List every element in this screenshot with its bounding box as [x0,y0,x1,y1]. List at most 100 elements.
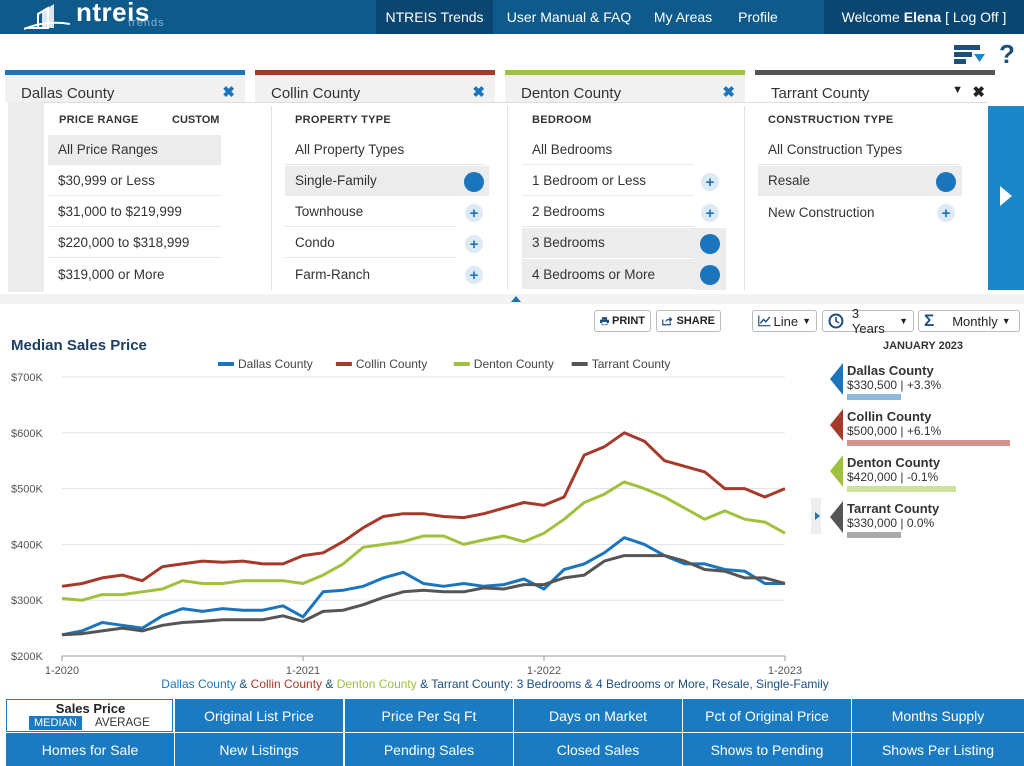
add-plus-icon[interactable]: + [465,204,483,222]
filter-settings-button[interactable] [950,40,988,68]
tab-label: Tarrant County [771,85,870,102]
bedroom-option[interactable]: 1 Bedroom or Less [522,166,694,196]
price-option[interactable]: $30,999 or Less [48,166,221,196]
selected-dot-icon[interactable] [700,265,720,285]
series-marker-icon [830,409,843,441]
selected-dot-icon[interactable] [700,234,720,254]
interval-select[interactable]: Σ Monthly ▼ [918,310,1020,332]
legend-label: Denton County [474,357,554,371]
summary-county-name: Denton County [847,455,941,470]
legend-label: Collin County [356,357,427,371]
caption-part: Denton County [336,677,417,691]
tab-label: Denton County [521,85,622,102]
metric-sales-price[interactable]: Sales Price MEDIAN AVERAGE [6,699,173,732]
print-button[interactable]: PRINT [594,310,651,332]
column-divider [507,106,508,290]
metric-homes-for-sale[interactable]: Homes for Sale [6,733,175,766]
summary-value: $500,000 | +6.1% [847,424,942,438]
legend-label: Tarrant County [592,357,671,371]
average-toggle[interactable]: AVERAGE [95,717,150,729]
property-option[interactable]: All Property Types [285,135,485,165]
summary-item-dallas-county[interactable]: Dallas County $330,500 | +3.3% [830,363,1020,403]
add-plus-icon[interactable]: + [701,173,719,191]
metric-new-listings[interactable]: New Listings [175,733,344,766]
period-select[interactable]: 3 Years ▼ [822,306,914,336]
construction-option[interactable]: Resale [758,166,930,196]
chevron-right-icon [1000,186,1012,206]
property-type-title: PROPERTY TYPE [295,114,391,126]
selected-dot-icon[interactable] [464,172,484,192]
logout-link[interactable]: [ Log Off ] [945,9,1007,25]
share-button[interactable]: SHARE [656,310,721,332]
property-option[interactable]: Condo [285,228,457,258]
nav-user-manual[interactable]: User Manual & FAQ [506,9,632,25]
add-plus-icon[interactable]: + [937,204,955,222]
tab-label: Dallas County [21,85,115,102]
share-icon [662,316,673,326]
price-range-title: PRICE RANGE [59,114,139,126]
sigma-icon: Σ [924,311,935,330]
custom-price-link[interactable]: CUSTOM [172,114,220,126]
summary-item-tarrant-county[interactable]: Tarrant County $330,000 | 0.0% [830,501,1020,541]
property-option[interactable]: Townhouse [285,197,457,227]
metric-price-per-sq-ft[interactable]: Price Per Sq Ft [345,699,514,732]
line-chart-icon [758,315,771,327]
summary-item-collin-county[interactable]: Collin County $500,000 | +6.1% [830,409,1020,449]
caption-part: Collin County [250,677,323,691]
price-option[interactable]: $220,000 to $318,999 [48,228,221,258]
help-icon: ? [999,38,1015,69]
price-range-column: PRICE RANGE CUSTOM All Price Ranges $30,… [48,102,270,292]
help-button[interactable]: ? [992,38,1022,69]
nav-profile[interactable]: Profile [738,9,778,25]
x-tick-label: 1-2021 [286,665,320,677]
tab-tarrant-county[interactable]: Tarrant County ▼ ✖ [755,70,995,102]
price-option[interactable]: All Price Ranges [48,135,221,165]
construction-option[interactable]: All Construction Types [758,135,958,165]
summary-item-denton-county[interactable]: Denton County $420,000 | -0.1% [830,455,1020,495]
metric-pending-sales[interactable]: Pending Sales [345,733,514,766]
add-plus-icon[interactable]: + [465,235,483,253]
metric-shows-per-listing[interactable]: Shows Per Listing [852,733,1024,766]
construction-option[interactable]: New Construction [768,204,875,220]
summary-bar [847,440,1010,446]
nav-ntreis-trends[interactable]: NTREIS Trends [376,0,493,34]
add-plus-icon[interactable]: + [465,266,483,284]
metric-original-list-price[interactable]: Original List Price [175,699,344,732]
selected-dot-icon[interactable] [936,172,956,192]
metric-shows-to-pending[interactable]: Shows to Pending [683,733,852,766]
y-tick-label: $200K [11,651,43,663]
y-tick-label: $400K [11,539,43,551]
chart-title: Median Sales Price [11,337,147,354]
property-option[interactable]: Farm-Ranch [295,266,371,282]
close-icon[interactable]: ✖ [222,84,235,101]
filter-settings-icon [954,45,985,64]
dropdown-arrow-icon[interactable]: ▼ [952,84,963,96]
close-icon[interactable]: ✖ [972,84,985,101]
close-icon[interactable]: ✖ [472,84,485,101]
ntreis-logo[interactable]: ntreis trends [24,0,174,34]
interval-value: Monthly [952,313,998,329]
tab-dallas-county[interactable]: Dallas County ✖ [5,70,245,102]
bedroom-option[interactable]: All Bedrooms [522,135,694,165]
series-line-collin-county [61,431,786,588]
chart-type-select[interactable]: Line ▼ [752,310,817,332]
nav-my-areas[interactable]: My Areas [653,9,713,25]
median-toggle[interactable]: MEDIAN [29,716,82,730]
price-option[interactable]: $31,000 to $219,999 [48,197,221,227]
metric-days-on-market[interactable]: Days on Market [514,699,683,732]
close-icon[interactable]: ✖ [722,84,735,101]
x-tick-label: 1-2020 [45,665,79,677]
metric-pct-of-original-price[interactable]: Pct of Original Price [683,699,852,732]
x-tick-label: 1-2023 [768,665,802,677]
add-plus-icon[interactable]: + [701,204,719,222]
bedroom-option[interactable]: 2 Bedrooms [522,197,694,227]
price-option[interactable]: $319,000 or More [58,266,165,282]
bedroom-option[interactable]: 3 Bedrooms [522,228,694,258]
property-option[interactable]: Single-Family [285,166,457,196]
tab-denton-county[interactable]: Denton County ✖ [505,70,745,102]
property-type-column: PROPERTY TYPE All Property Types Single-… [285,102,507,292]
metric-months-supply[interactable]: Months Supply [852,699,1024,732]
bedroom-option[interactable]: 4 Bedrooms or More [522,259,694,289]
metric-closed-sales[interactable]: Closed Sales [514,733,683,766]
tab-collin-county[interactable]: Collin County ✖ [255,70,495,102]
